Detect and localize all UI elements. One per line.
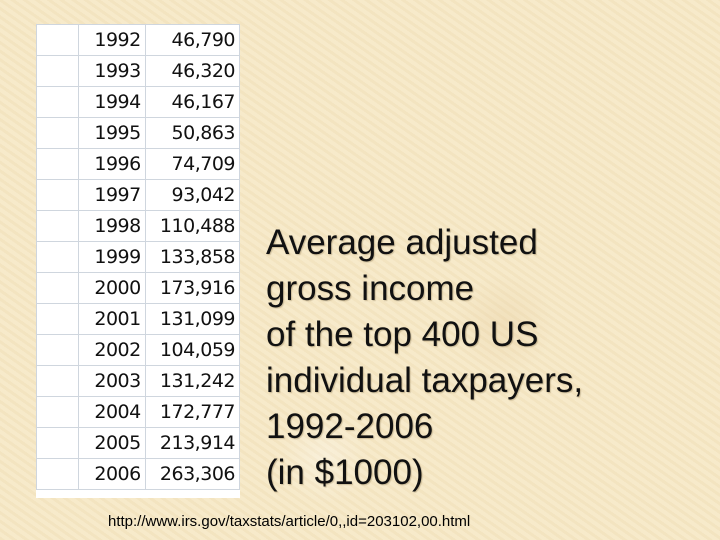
- empty-cell: [35, 86, 80, 118]
- caption-line: of the top 400 US: [266, 315, 539, 354]
- year-cell: 1996: [78, 148, 146, 180]
- caption-line: Average adjusted: [266, 223, 538, 262]
- income-cell: 263,306: [144, 458, 241, 490]
- income-cell: 46,320: [144, 55, 241, 87]
- empty-cell: [35, 210, 80, 242]
- empty-cell: [35, 179, 80, 211]
- empty-cell: [35, 365, 80, 397]
- year-cell: 2000: [78, 272, 146, 304]
- source-url[interactable]: http://www.irs.gov/taxstats/article/0,,i…: [108, 513, 471, 530]
- empty-cell: [35, 117, 80, 149]
- empty-cell: [35, 458, 80, 490]
- table-row: 1996 74,709: [35, 148, 241, 180]
- income-cell: 74,709: [144, 148, 241, 180]
- caption-line: individual taxpayers,: [266, 361, 584, 400]
- empty-cell: [35, 396, 80, 428]
- table-row: 1999 133,858: [35, 241, 241, 273]
- table-row: 1997 93,042: [35, 179, 241, 211]
- income-data-table: 1992 46,790 1993 46,320 1994 46,167 1995 50,863…: [35, 24, 241, 490]
- empty-cell: [35, 55, 80, 87]
- year-cell: 1994: [78, 86, 146, 118]
- table-row: 2002 104,059: [35, 334, 241, 366]
- income-cell: 110,488: [144, 210, 241, 242]
- income-cell: 172,777: [144, 396, 241, 428]
- income-cell: 133,858: [144, 241, 241, 273]
- income-cell: 131,242: [144, 365, 241, 397]
- table-row: 1993 46,320: [35, 55, 241, 87]
- income-cell: 93,042: [144, 179, 241, 211]
- table-row: 2000 173,916: [35, 272, 241, 304]
- caption-line: (in $1000): [266, 453, 424, 492]
- year-cell: 2004: [78, 396, 146, 428]
- income-cell: 46,167: [144, 86, 241, 118]
- table-row: 1992 46,790: [35, 24, 241, 56]
- table-row: 1998 110,488: [35, 210, 241, 242]
- empty-cell: [35, 272, 80, 304]
- income-cell: 50,863: [144, 117, 241, 149]
- income-cell: 131,099: [144, 303, 241, 335]
- table-row: 2003 131,242: [35, 365, 241, 397]
- table-row: 1994 46,167: [35, 86, 241, 118]
- year-cell: 1992: [78, 24, 146, 56]
- empty-cell: [35, 24, 80, 56]
- income-cell: 104,059: [144, 334, 241, 366]
- caption-line: 1992-2006: [266, 407, 434, 446]
- empty-cell: [35, 427, 80, 459]
- year-cell: 2005: [78, 427, 146, 459]
- table-row: 2004 172,777: [35, 396, 241, 428]
- year-cell: 1999: [78, 241, 146, 273]
- year-cell: 1995: [78, 117, 146, 149]
- income-cell: 213,914: [144, 427, 241, 459]
- income-table: 1992 46,790 1993 46,320 1994 46,167 1995 50,863…: [35, 24, 241, 498]
- empty-cell: [35, 241, 80, 273]
- year-cell: 2003: [78, 365, 146, 397]
- table-body: 1992 46,790 1993 46,320 1994 46,167 1995 50,863…: [35, 24, 241, 490]
- empty-cell: [35, 303, 80, 335]
- table-row: 2006 263,306: [35, 458, 241, 490]
- year-cell: 1998: [78, 210, 146, 242]
- year-cell: 2001: [78, 303, 146, 335]
- slide-caption: Average adjusted gross income of the top…: [266, 220, 686, 496]
- income-cell: 46,790: [144, 24, 241, 56]
- year-cell: 1997: [78, 179, 146, 211]
- income-cell: 173,916: [144, 272, 241, 304]
- year-cell: 1993: [78, 55, 146, 87]
- year-cell: 2006: [78, 458, 146, 490]
- year-cell: 2002: [78, 334, 146, 366]
- table-row: 2001 131,099: [35, 303, 241, 335]
- table-row: 2005 213,914: [35, 427, 241, 459]
- table-row: 1995 50,863: [35, 117, 241, 149]
- empty-cell: [35, 334, 80, 366]
- caption-line: gross income: [266, 269, 475, 308]
- empty-cell: [35, 148, 80, 180]
